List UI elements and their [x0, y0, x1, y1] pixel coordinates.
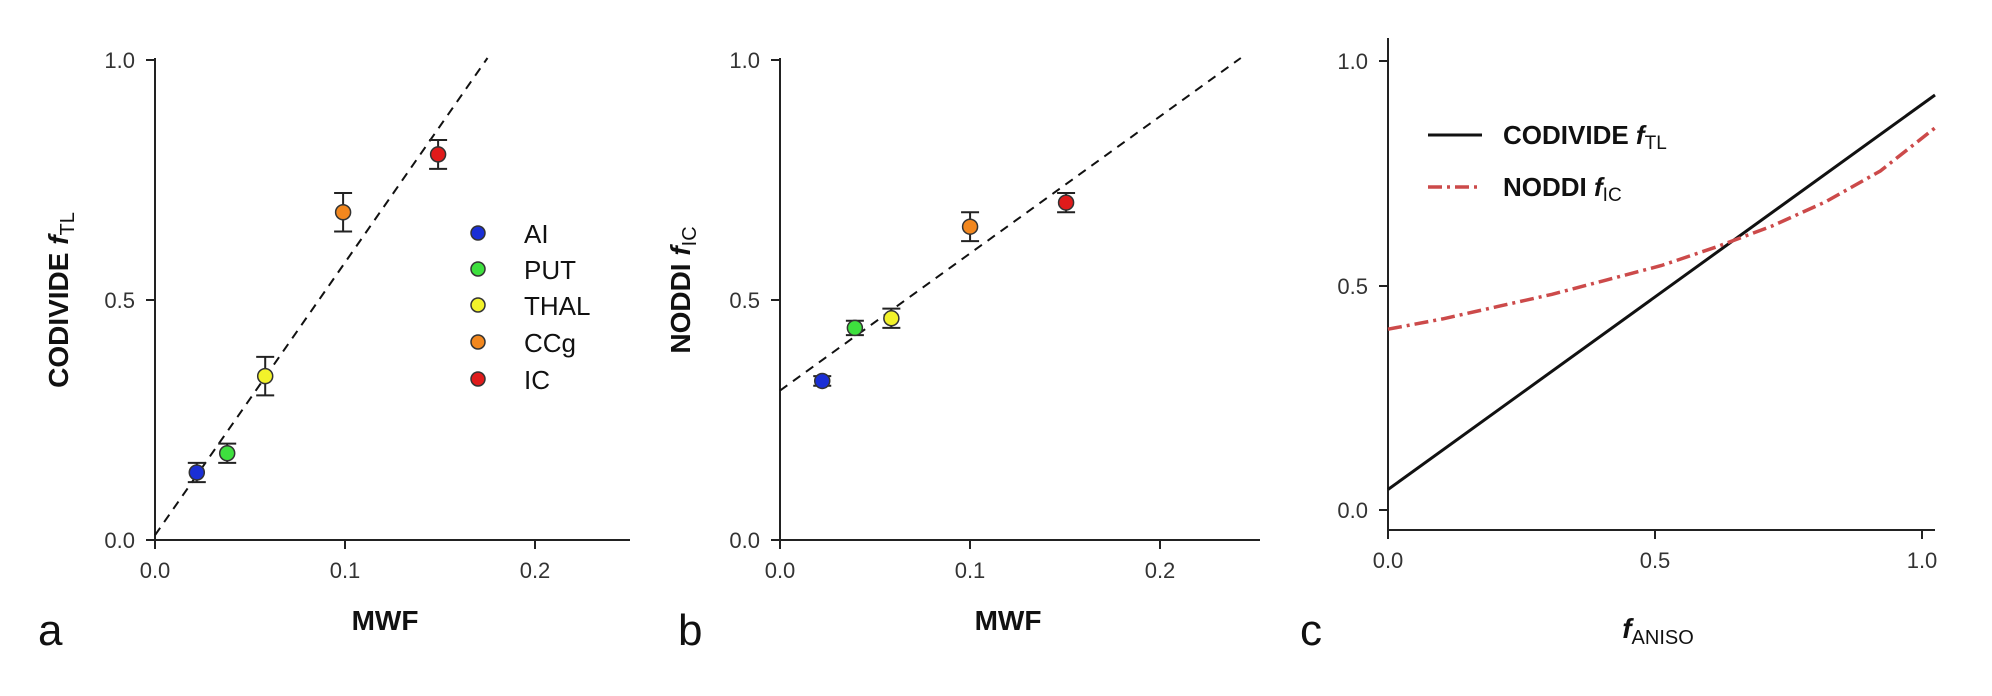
legend-label-put: PUT: [524, 255, 576, 285]
point-ccg: [961, 218, 979, 235]
panel-c: 0.0 0.5 1.0 0.0 0.5 1.0 CODIVIDE fTL NODDI fI…: [1300, 38, 1937, 655]
legend: AI PUT THAL CCg IC: [470, 219, 590, 395]
legend-item-ccg: CCg: [470, 328, 576, 358]
panel-c-axes: [1387, 38, 1935, 531]
legend-label-noddi: NODDI fIC: [1503, 172, 1622, 206]
x-tick-label: 0.1: [955, 558, 986, 583]
legend-item-ai: AI: [470, 219, 549, 249]
panel-b-letter: b: [678, 606, 702, 655]
legend-item-thal: THAL: [470, 291, 590, 321]
panel-a-fit-line: [154, 57, 489, 536]
panel-b-ticks: 0.0 0.1 0.2 0.0 0.5 1.0: [729, 48, 1175, 583]
legend-item-ic: IC: [470, 365, 550, 395]
point-ic: [1057, 194, 1075, 211]
legend-marker-ai: [470, 225, 486, 241]
series-line-noddi: [1387, 126, 1937, 331]
panel-c-letter: c: [1300, 606, 1322, 655]
point-ccg: [334, 203, 352, 221]
point-put: [218, 444, 236, 462]
x-tick-label: 0.2: [1145, 558, 1176, 583]
legend-label-thal: THAL: [524, 291, 590, 321]
x-tick-label: 0.0: [1373, 548, 1404, 573]
legend-marker-put: [470, 261, 486, 277]
panel-a: 0.0 0.1 0.2 0.0 0.5 1.0 MWF CODIVIDE fTL a AI…: [38, 48, 630, 655]
x-tick-label: 0.5: [1640, 548, 1671, 573]
point-ic: [429, 146, 447, 163]
y-tick-label: 0.0: [729, 528, 760, 553]
legend-item-put: PUT: [470, 255, 576, 285]
legend-label-ai: AI: [524, 219, 549, 249]
y-tick-label: 0.0: [104, 528, 135, 553]
panel-a-points: [187, 138, 448, 484]
y-tick-label: 0.5: [104, 288, 135, 313]
legend-marker-thal: [470, 297, 486, 313]
legend-marker-ic: [470, 371, 486, 387]
panel-c-ticks: 0.0 0.5 1.0 0.0 0.5 1.0: [1337, 49, 1937, 573]
x-tick-label: 0.2: [520, 558, 551, 583]
series-line-codivide: [1387, 93, 1936, 491]
y-tick-label: 0.0: [1337, 498, 1368, 523]
legend-marker-ccg: [470, 334, 486, 350]
panel-a-xlabel: MWF: [352, 605, 419, 636]
panel-c-legend: CODIVIDE fTL NODDI fIC: [1428, 120, 1667, 206]
y-tick-label: 1.0: [729, 48, 760, 73]
point-put: [846, 319, 864, 337]
x-tick-label: 0.0: [765, 558, 796, 583]
panel-c-xlabel: fANISO: [1622, 613, 1694, 649]
x-tick-label: 1.0: [1907, 548, 1938, 573]
panel-b: 0.0 0.1 0.2 0.0 0.5 1.0 MWF NODDI fIC b: [665, 48, 1260, 655]
panel-b-axes: [779, 58, 1260, 541]
panel-b-fit-line: [779, 57, 1242, 392]
y-tick-label: 0.5: [729, 288, 760, 313]
legend-label-ccg: CCg: [524, 328, 576, 358]
panel-a-ticks: 0.0 0.1 0.2 0.0 0.5 1.0: [104, 48, 550, 583]
point-ai: [813, 372, 831, 390]
panel-a-ylabel: CODIVIDE fTL: [43, 212, 79, 388]
panel-b-ylabel: NODDI fIC: [665, 226, 701, 353]
y-tick-label: 1.0: [104, 48, 135, 73]
y-tick-label: 1.0: [1337, 49, 1368, 74]
panel-a-letter: a: [38, 606, 63, 655]
point-ai: [188, 464, 206, 481]
y-tick-label: 0.5: [1337, 274, 1368, 299]
legend-label-ic: IC: [524, 365, 550, 395]
point-thal: [256, 367, 274, 385]
panel-b-points: [813, 191, 1076, 390]
point-thal: [883, 310, 900, 327]
x-tick-label: 0.1: [330, 558, 361, 583]
panel-b-xlabel: MWF: [975, 605, 1042, 636]
legend-label-codivide: CODIVIDE fTL: [1503, 120, 1667, 154]
x-tick-label: 0.0: [140, 558, 171, 583]
